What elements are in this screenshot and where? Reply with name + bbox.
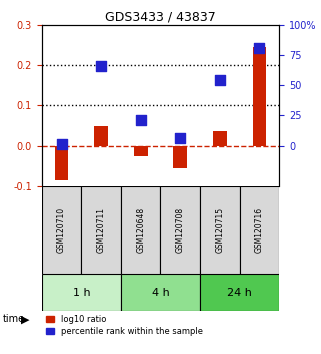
Text: 1 h: 1 h — [73, 287, 90, 298]
Point — [178, 136, 183, 141]
Text: GSM120711: GSM120711 — [97, 207, 106, 253]
FancyBboxPatch shape — [200, 186, 240, 274]
Text: GSM120710: GSM120710 — [57, 207, 66, 253]
Text: GSM120648: GSM120648 — [136, 207, 145, 253]
Text: time: time — [3, 314, 25, 324]
Legend: log10 ratio, percentile rank within the sample: log10 ratio, percentile rank within the … — [46, 315, 203, 336]
FancyBboxPatch shape — [240, 186, 279, 274]
Bar — [213, 131, 227, 145]
Bar — [253, 47, 266, 145]
Text: 4 h: 4 h — [152, 287, 169, 298]
Text: GSM120715: GSM120715 — [215, 207, 224, 253]
Text: GSM120716: GSM120716 — [255, 207, 264, 253]
FancyBboxPatch shape — [200, 274, 279, 311]
Bar — [173, 145, 187, 168]
Bar — [134, 145, 148, 156]
FancyBboxPatch shape — [81, 186, 121, 274]
Point — [99, 63, 104, 69]
Title: GDS3433 / 43837: GDS3433 / 43837 — [105, 11, 216, 24]
FancyBboxPatch shape — [121, 186, 160, 274]
Point — [257, 45, 262, 51]
Bar — [55, 145, 68, 180]
Text: 24 h: 24 h — [227, 287, 252, 298]
FancyBboxPatch shape — [42, 186, 81, 274]
Text: ▶: ▶ — [21, 314, 29, 324]
Bar — [94, 126, 108, 145]
Text: GSM120708: GSM120708 — [176, 207, 185, 253]
FancyBboxPatch shape — [160, 186, 200, 274]
FancyBboxPatch shape — [121, 274, 200, 311]
Point — [59, 141, 64, 147]
FancyBboxPatch shape — [42, 274, 121, 311]
Point — [217, 77, 222, 83]
Point — [138, 118, 143, 123]
